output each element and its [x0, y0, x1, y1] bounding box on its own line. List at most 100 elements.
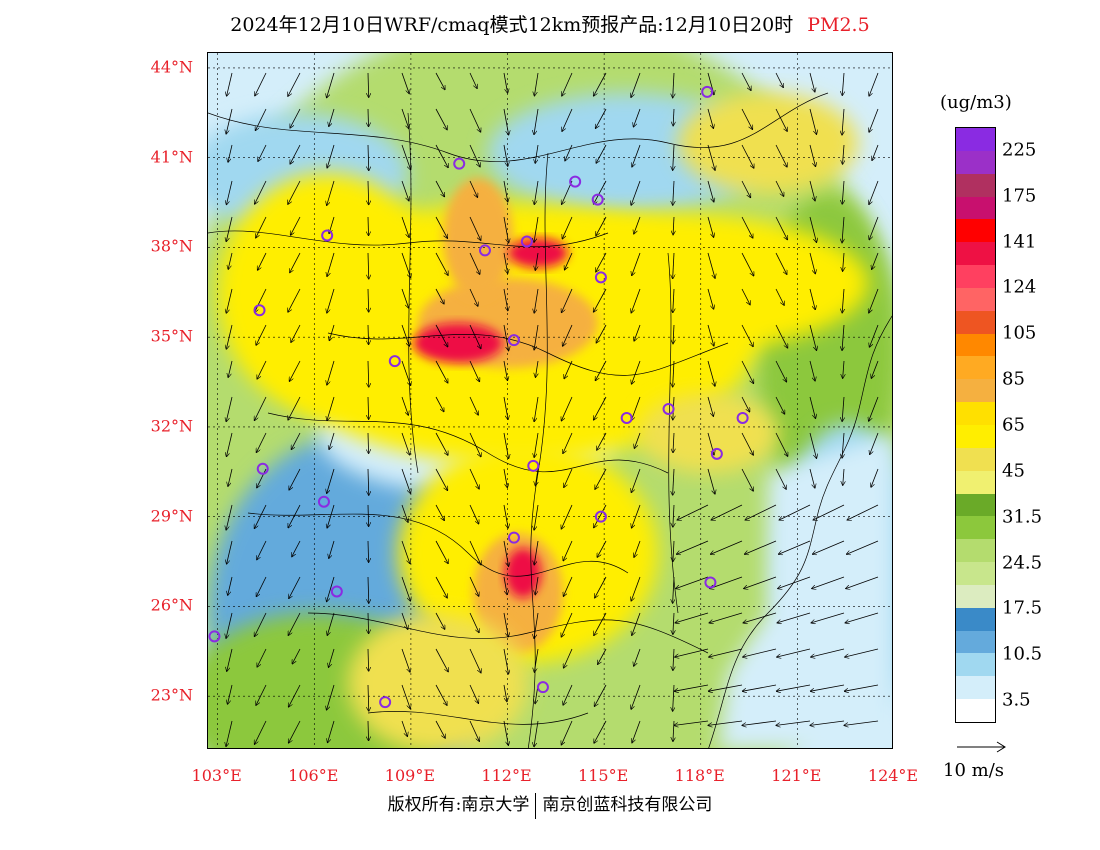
map-plot-area[interactable] [207, 52, 893, 749]
wind-arrow [594, 72, 607, 96]
wind-arrow [809, 396, 815, 418]
wind-arrow [741, 360, 753, 383]
wind-arrow [843, 468, 844, 485]
wind-arrow [594, 288, 607, 312]
province-border [527, 152, 549, 748]
city-marker [710, 447, 723, 460]
wind-arrow [226, 108, 233, 134]
wind-arrow [228, 576, 233, 595]
wind-arrow [368, 468, 369, 495]
wind-arrow [503, 252, 508, 273]
legend-swatch [956, 493, 995, 517]
wind-arrow [872, 144, 879, 160]
wind-arrow [401, 108, 409, 128]
province-borders [208, 92, 892, 748]
footer-copyright: 版权所有:南京大学 [387, 795, 530, 815]
concentration-patch [348, 613, 528, 748]
city-marker [253, 304, 266, 317]
city-marker [594, 271, 607, 284]
wind-arrow [226, 216, 233, 241]
city-marker [317, 495, 330, 508]
wind-arrow [401, 324, 409, 346]
wind-arrow [288, 504, 301, 528]
wind-arrow [631, 180, 641, 205]
wind-arrow [631, 576, 641, 601]
wind-arrow [258, 252, 267, 270]
legend-label: 124 [1002, 276, 1037, 298]
wind-arrow [811, 612, 845, 623]
city-marker [321, 229, 334, 242]
wind-arrow [742, 720, 777, 725]
wind-arrow [535, 144, 539, 163]
wind-arrow [257, 540, 267, 560]
wind-arrow [256, 684, 267, 705]
wind-arrow [469, 180, 477, 197]
wind-arrow [226, 324, 233, 349]
lat-label: 35°N [150, 326, 193, 346]
wind-arrow [534, 504, 539, 530]
lat-label: 44°N [150, 57, 193, 77]
wind-arrow [777, 684, 811, 691]
wind-arrow [673, 576, 674, 603]
wind-arrow [565, 144, 573, 161]
wind-arrow [809, 72, 815, 92]
wind-arrow [634, 216, 641, 234]
wind-arrow [710, 576, 743, 589]
concentration-patch [218, 173, 438, 413]
wind-arrow [562, 288, 573, 312]
wind-arrow [842, 72, 844, 95]
wind-arrow [435, 432, 448, 455]
wind-arrow [842, 288, 844, 313]
wind-arrow [535, 360, 538, 377]
wind-arrow [775, 216, 787, 240]
wind-arrow [632, 252, 641, 275]
wind-arrow [809, 216, 816, 242]
province-border [708, 315, 892, 748]
city-marker [594, 510, 607, 523]
wind-arrow [368, 324, 369, 344]
concentration-patch [443, 178, 513, 298]
wind-arrow [563, 576, 573, 596]
wind-arrow [741, 252, 754, 276]
wind-arrow [534, 216, 539, 242]
wind-arrow [596, 216, 607, 235]
wind-arrow [777, 612, 811, 623]
wind-arrow [327, 468, 335, 493]
wind-arrow [869, 180, 879, 204]
wind-arrow [676, 576, 709, 589]
wind-arrow [368, 72, 369, 97]
legend-swatch [956, 516, 995, 540]
wind-arrow [563, 324, 573, 346]
wind-arrow [228, 360, 233, 377]
wind-arrow [809, 288, 815, 309]
city-marker [527, 459, 540, 472]
wind-arrow [741, 396, 750, 412]
concentration-fields [208, 53, 892, 748]
wind-arrow [401, 612, 408, 629]
city-marker [256, 462, 269, 475]
wind-arrow [503, 360, 507, 380]
legend-swatch [956, 470, 995, 494]
wind-arrow [707, 360, 715, 386]
wind-arrow [503, 216, 509, 243]
wind-arrow [435, 648, 448, 672]
wind-arrow [469, 540, 481, 565]
wind-arrow [503, 684, 507, 701]
wind-arrow [596, 252, 607, 272]
wind-arrow [707, 144, 715, 170]
wind-arrow [673, 180, 674, 205]
wind-arrow [401, 540, 410, 563]
wind-arrow [845, 648, 879, 657]
wind-arrow [709, 684, 743, 691]
wind-arrow [809, 144, 815, 166]
wind-arrow [677, 504, 709, 520]
wind-arrow [435, 504, 444, 520]
wind-arrow [870, 432, 879, 454]
wind-arrow [535, 252, 539, 270]
wind-arrow [741, 432, 753, 455]
wind-arrow [503, 648, 508, 674]
wind-arrow [707, 468, 715, 494]
wind-arrow [775, 72, 783, 87]
wind-arrow [226, 396, 233, 421]
legend-color-bar [955, 127, 996, 723]
